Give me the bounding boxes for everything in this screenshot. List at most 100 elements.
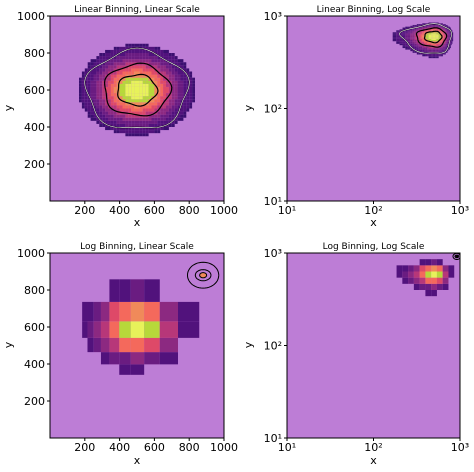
heatmap-cell [412,34,415,36]
heatmap-cell [122,65,126,69]
heatmap-cell [420,37,423,39]
heatmap-cell [145,90,149,94]
heatmap-cell [139,105,143,109]
heatmap-cell [110,90,114,94]
heatmap-cell [438,43,440,46]
heatmap-cell [131,77,135,81]
heatmap-cell [145,93,149,97]
heatmap-cell [139,123,143,127]
heatmap-cell [402,35,406,37]
heatmap-cell [416,25,419,27]
heatmap-cell [139,62,143,66]
heatmap-cell [192,93,195,97]
heatmap-cell [448,27,450,29]
heatmap-cell [438,42,440,44]
heatmap-cell [441,27,443,29]
heatmap-cell [157,96,161,100]
heatmap-cell [442,265,449,272]
heatmap-cell [116,120,120,124]
heatmap-cell [425,30,428,32]
heatmap-cell [177,96,181,100]
heatmap-cell [407,37,411,39]
heatmap-cell [157,53,161,57]
heatmap-cell [440,26,442,28]
heatmap-cell [418,32,421,34]
contour-line [84,47,190,129]
heatmap-cell [412,51,415,53]
heatmap-cell [128,65,132,69]
heatmap-cell [139,90,143,94]
heatmap-cell [139,127,143,131]
heatmap-cell [430,26,432,28]
heatmap-cell [435,49,437,52]
heatmap-cell [110,68,114,72]
heatmap-cell [428,33,431,35]
heatmap-cell [414,32,417,34]
heatmap-cell [399,30,403,32]
heatmap-cell [148,108,152,112]
heatmap-cell [422,34,424,36]
heatmap-cell [392,36,397,38]
plot-area [392,22,454,59]
heatmap-cell [119,117,123,121]
y-tick-marks [47,252,50,402]
heatmap-cell [159,301,179,322]
heatmap-cell [145,59,149,63]
heatmap-cell [108,120,111,124]
heatmap-cell [109,352,120,365]
heatmap-cell [423,23,426,25]
heatmap-cell [99,71,103,75]
heatmap-cell [420,38,423,41]
x-axis-label: x [370,216,377,229]
heatmap-cell [439,49,441,52]
heatmap-cell [405,28,408,30]
heatmap-cell [125,62,129,66]
heatmap-cell [108,86,111,90]
heatmap-cell [412,38,415,41]
heatmap-cell [160,127,164,131]
heatmap-cell [451,36,453,38]
heatmap-cell [450,33,451,35]
heatmap-cell [131,59,135,63]
heatmap-cell [423,28,426,30]
heatmap-cell [439,42,441,44]
heatmap-cell [108,117,111,121]
heatmap-cell [122,62,126,66]
heatmap-cell [437,36,439,38]
heatmap-cell [157,74,161,78]
heatmap-cell [432,32,434,34]
heatmap-cell [105,62,108,66]
heatmap-cell [435,48,437,50]
heatmap-cell [451,38,453,41]
heatmap-cell [93,111,97,115]
heatmap-cell [420,24,423,26]
heatmap-cell [102,117,106,121]
heatmap-cell [128,99,132,103]
heatmap-cell [431,30,433,32]
heatmap-cell [180,71,184,75]
heatmap-cell [425,25,428,27]
heatmap-cell [437,26,439,28]
heatmap-cell [139,93,143,97]
heatmap-cell [125,77,129,81]
heatmap-cell [108,102,111,106]
heatmap-cell [446,42,448,44]
heatmap-cell [425,49,428,52]
heatmap-cell [445,29,447,31]
heatmap-cell [160,108,164,112]
heatmap-cell [436,265,443,272]
heatmap-cell [171,59,175,63]
heatmap-cell [134,96,137,100]
heatmap-cell [427,36,429,38]
heatmap-cell [392,40,397,42]
heatmap-cell [160,83,164,87]
heatmap-cell [137,90,140,94]
heatmap-cell [444,43,446,46]
heatmap-cell [108,68,111,72]
heatmap-cell [443,48,445,50]
heatmap-cell [439,23,441,25]
heatmap-cell [139,74,143,78]
heatmap-cell [396,31,400,33]
heatmap-cell [105,102,108,106]
heatmap-cell [151,93,155,97]
